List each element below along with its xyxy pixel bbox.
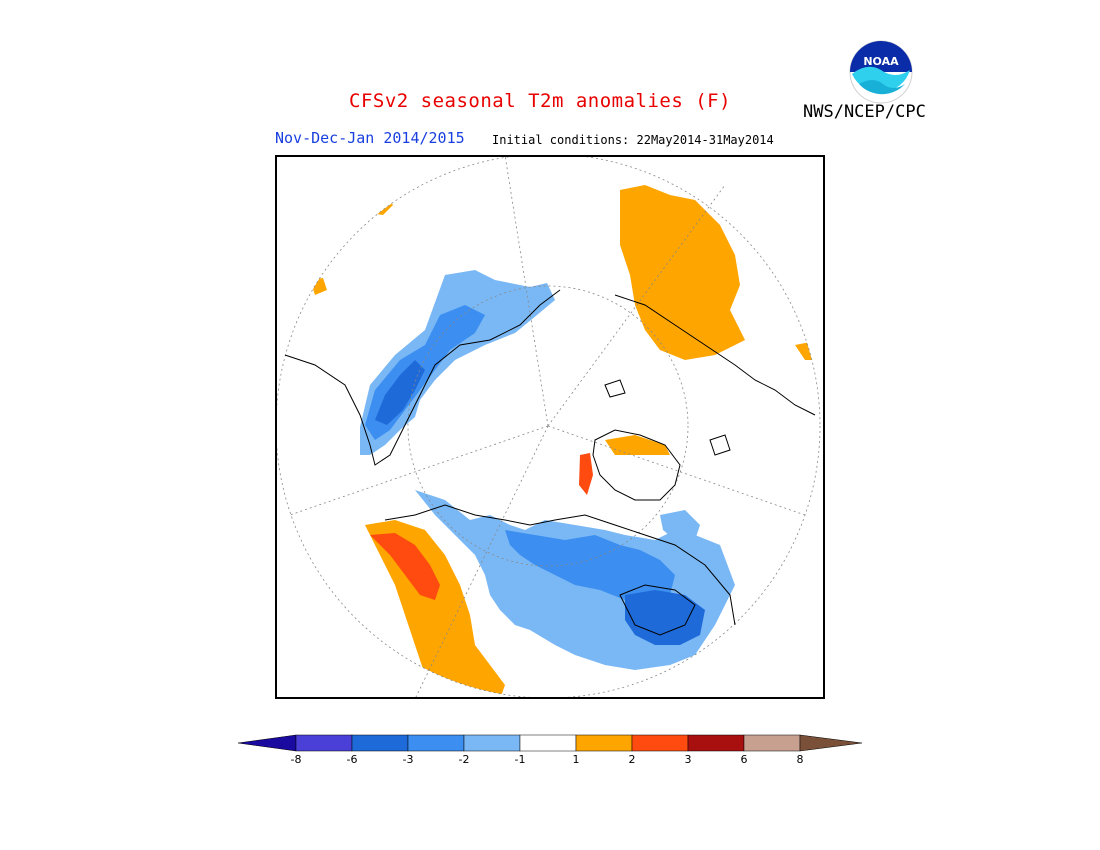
- colorbar-bin: [351, 734, 409, 752]
- colorbar-tick-label: -3: [402, 753, 414, 766]
- meridian: [547, 425, 806, 516]
- coastline-siberia: [284, 289, 561, 466]
- colorbar-bin: [743, 734, 801, 752]
- coastline-svalbard: [604, 379, 626, 398]
- colorbar-high-arrow: [799, 734, 863, 752]
- coastline-europe: [614, 294, 816, 416]
- colorbar-bin: [407, 734, 465, 752]
- meridian: [289, 425, 549, 516]
- colorbar-bin: [631, 734, 689, 752]
- meridian: [414, 425, 549, 699]
- colorbar-low-arrow: [237, 734, 297, 752]
- coastline-north-america: [384, 504, 736, 626]
- cold-anomaly-atlantic: [660, 510, 700, 540]
- warm-anomaly-small-w: [310, 278, 327, 295]
- warm-anomaly-greenland-edge: [605, 435, 670, 455]
- map-border: [275, 155, 825, 699]
- colorbar-tick-label: 8: [796, 753, 804, 766]
- coastline-greenland: [592, 429, 681, 501]
- coastline-iceland: [709, 434, 731, 456]
- polar-map: [275, 155, 825, 699]
- colorbar-tick-label: 6: [740, 753, 748, 766]
- period-label: Nov-Dec-Jan 2014/2015: [275, 129, 465, 147]
- organization-label: NWS/NCEP/CPC: [803, 102, 926, 122]
- warm-anomaly-small-nw: [370, 195, 393, 215]
- noaa-logo: NOAA: [849, 40, 913, 104]
- colorbar-tick-label: -8: [290, 753, 302, 766]
- hemisphere-boundary: [275, 155, 821, 699]
- meridian: [504, 155, 549, 427]
- colorbar-bin: [463, 734, 521, 752]
- colorbar-tick-label: 3: [684, 753, 692, 766]
- colorbar-bin: [295, 734, 353, 752]
- colorbar-tick-label: -1: [514, 753, 526, 766]
- warm-anomaly-alaska-strong: [370, 533, 440, 600]
- cold-anomaly-hudson-strong: [625, 590, 705, 645]
- colorbar-tick-label: -2: [458, 753, 470, 766]
- colorbar-bin: [519, 734, 577, 752]
- colorbar-tick-label: 1: [572, 753, 580, 766]
- coastline-hudson-bay: [619, 584, 696, 636]
- colorbar-tick-label: -6: [346, 753, 358, 766]
- warm-anomaly-east: [795, 340, 820, 360]
- colorbar-bin: [687, 734, 745, 752]
- colorbar-bin: [575, 734, 633, 752]
- warm-anomaly-europe: [620, 185, 745, 360]
- warm-anomaly-greenland-strong: [579, 453, 593, 495]
- initial-conditions-label: Initial conditions: 22May2014-31May2014: [492, 133, 774, 147]
- cold-anomaly-siberia-strong: [375, 360, 425, 425]
- chart-title: CFSv2 seasonal T2m anomalies (F): [349, 90, 732, 112]
- latitude-circle: [407, 285, 689, 567]
- colorbar: [237, 733, 863, 773]
- cold-anomaly-canada-core: [505, 530, 675, 605]
- colorbar-tick-label: 2: [628, 753, 636, 766]
- logo-text: NOAA: [863, 55, 899, 68]
